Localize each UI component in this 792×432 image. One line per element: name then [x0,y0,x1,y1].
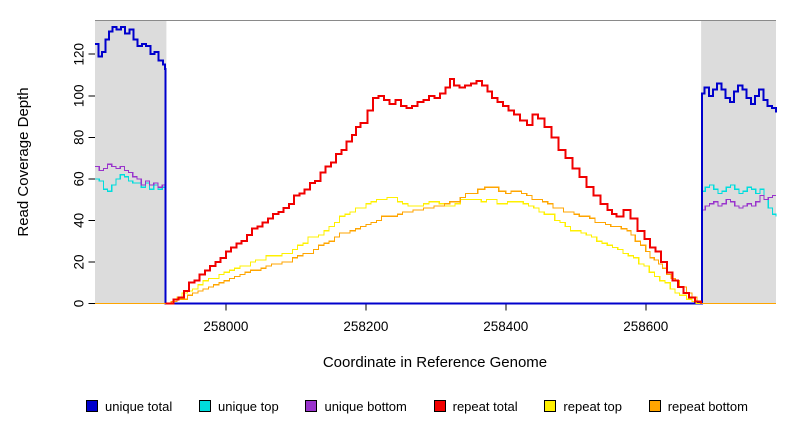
legend-item-repeat-top: repeat top [544,400,622,413]
shaded-region [95,21,167,304]
legend-item-repeat-bottom: repeat bottom [648,398,748,414]
x-tick-label: 258200 [343,319,388,334]
legend-label-unique-bottom: unique bottom [324,398,407,414]
series-line-unique-bottom [95,163,776,305]
y-tick-label: 40 [72,213,87,228]
series-line-repeat-top [165,197,702,305]
legend-label-unique-top: unique top [217,398,279,414]
y-tick-label: 80 [72,130,87,145]
y-tick-label: 120 [72,43,87,66]
legend-swatch-unique-top [198,400,211,412]
series-line-repeat-bottom [95,186,776,305]
legend-item-repeat-total: repeat total [433,398,518,414]
legend-item-unique-bottom: unique bottom [305,398,407,414]
legend-item-unique-top: unique top [198,398,279,414]
series-line-repeat-total [165,78,703,305]
y-axis-title: Read Coverage Depth [15,87,32,236]
shaded-region [701,21,776,304]
series-line-unique-top [95,174,777,305]
y-tick-label: 0 [72,300,87,308]
series-line-unique-total [95,26,777,305]
legend-swatch-repeat-top [544,400,557,412]
x-tick-label: 258000 [203,319,248,334]
legend-swatch-repeat-bottom [648,400,661,412]
y-tick-label: 60 [72,171,87,186]
legend-label-repeat-bottom: repeat bottom [667,398,748,414]
legend-swatch-unique-bottom [305,400,318,412]
x-tick-label: 258600 [623,319,668,334]
x-axis-title: Coordinate in Reference Genome [323,354,547,371]
legend-label-repeat-total: repeat total [452,398,518,414]
legend: unique total unique top unique bottom repea… [86,396,748,416]
y-tick-label: 100 [72,85,87,108]
legend-swatch-unique-total [86,400,98,412]
legend-item-unique-total: unique total [86,400,172,413]
x-tick-label: 258400 [483,319,528,334]
legend-label-repeat-top: repeat top [563,398,622,414]
legend-swatch-repeat-total [433,400,446,412]
legend-label-unique-total: unique total [105,398,173,414]
y-tick-label: 20 [72,254,87,269]
